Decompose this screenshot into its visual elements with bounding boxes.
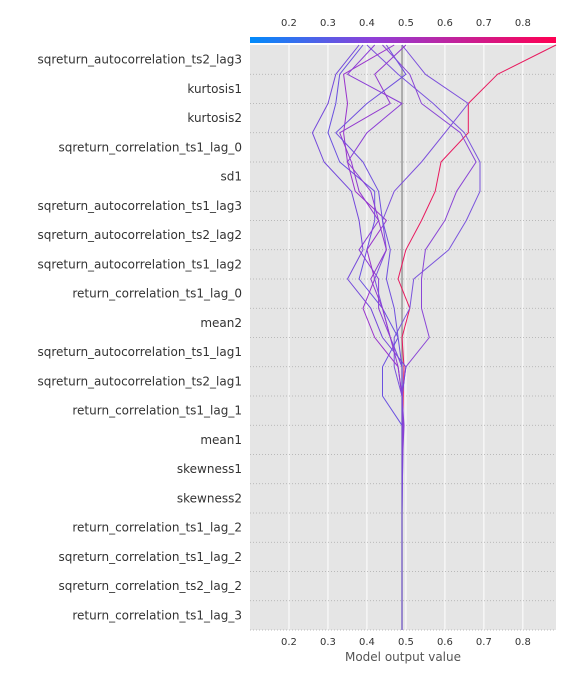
- x-tick-label: 0.2: [281, 637, 297, 648]
- x-tick-label: 0.4: [359, 637, 375, 648]
- top-tick-label: 0.5: [398, 18, 414, 29]
- top-tick-label: 0.3: [320, 18, 336, 29]
- feature-label: return_correlation_ts1_lag_1: [72, 404, 242, 418]
- x-tick-label: 0.6: [437, 637, 453, 648]
- x-tick-label: 0.7: [476, 637, 492, 648]
- top-tick-label: 0.4: [359, 18, 375, 29]
- grid-lines: [250, 45, 556, 631]
- x-tick-label: 0.8: [515, 637, 531, 648]
- top-tick-label: 0.7: [476, 18, 492, 29]
- x-tick-label: 0.3: [320, 637, 336, 648]
- feature-label: sqreturn_correlation_ts1_lag_2: [59, 550, 242, 564]
- feature-label: mean1: [200, 433, 242, 447]
- feature-label: sqreturn_correlation_ts2_lag_2: [59, 579, 242, 593]
- feature-label: sd1: [220, 170, 242, 184]
- x-axis-title: Model output value: [345, 650, 461, 664]
- colorbar-gradient: [250, 37, 556, 43]
- feature-label: sqreturn_autocorrelation_ts2_lag3: [38, 53, 243, 67]
- feature-label: sqreturn_autocorrelation_ts2_lag1: [38, 374, 243, 388]
- feature-label: skewness1: [177, 462, 242, 476]
- feature-label: return_correlation_ts1_lag_3: [72, 608, 242, 622]
- top-tick-label: 0.6: [437, 18, 453, 29]
- feature-label: sqreturn_autocorrelation_ts1_lag3: [38, 199, 243, 213]
- feature-label: skewness2: [177, 491, 242, 505]
- top-tick-label: 0.8: [515, 18, 531, 29]
- feature-label: kurtosis1: [187, 82, 242, 96]
- colorbar: [250, 37, 556, 43]
- decision-line: [335, 44, 407, 630]
- feature-label: sqreturn_autocorrelation_ts2_lag2: [38, 228, 243, 242]
- feature-label: kurtosis2: [187, 111, 242, 125]
- feature-labels: sqreturn_autocorrelation_ts2_lag3kurtosi…: [38, 53, 243, 623]
- feature-label: return_correlation_ts1_lag_0: [72, 287, 242, 301]
- feature-label: sqreturn_correlation_ts1_lag_0: [59, 140, 242, 154]
- axis-ticks: 0.2 0.3 0.4 0.5 0.6 0.7 0.8 0.2 0.3 0.4 0.5 0.6 0.7 0…: [281, 18, 531, 648]
- feature-label: sqreturn_autocorrelation_ts1_lag2: [38, 257, 243, 271]
- feature-label: return_correlation_ts1_lag_2: [72, 521, 242, 535]
- feature-label: sqreturn_autocorrelation_ts1_lag1: [38, 345, 243, 359]
- top-tick-label: 0.2: [281, 18, 297, 29]
- feature-label: mean2: [200, 316, 242, 330]
- decision-lines: [311, 44, 557, 630]
- x-tick-label: 0.5: [398, 637, 414, 648]
